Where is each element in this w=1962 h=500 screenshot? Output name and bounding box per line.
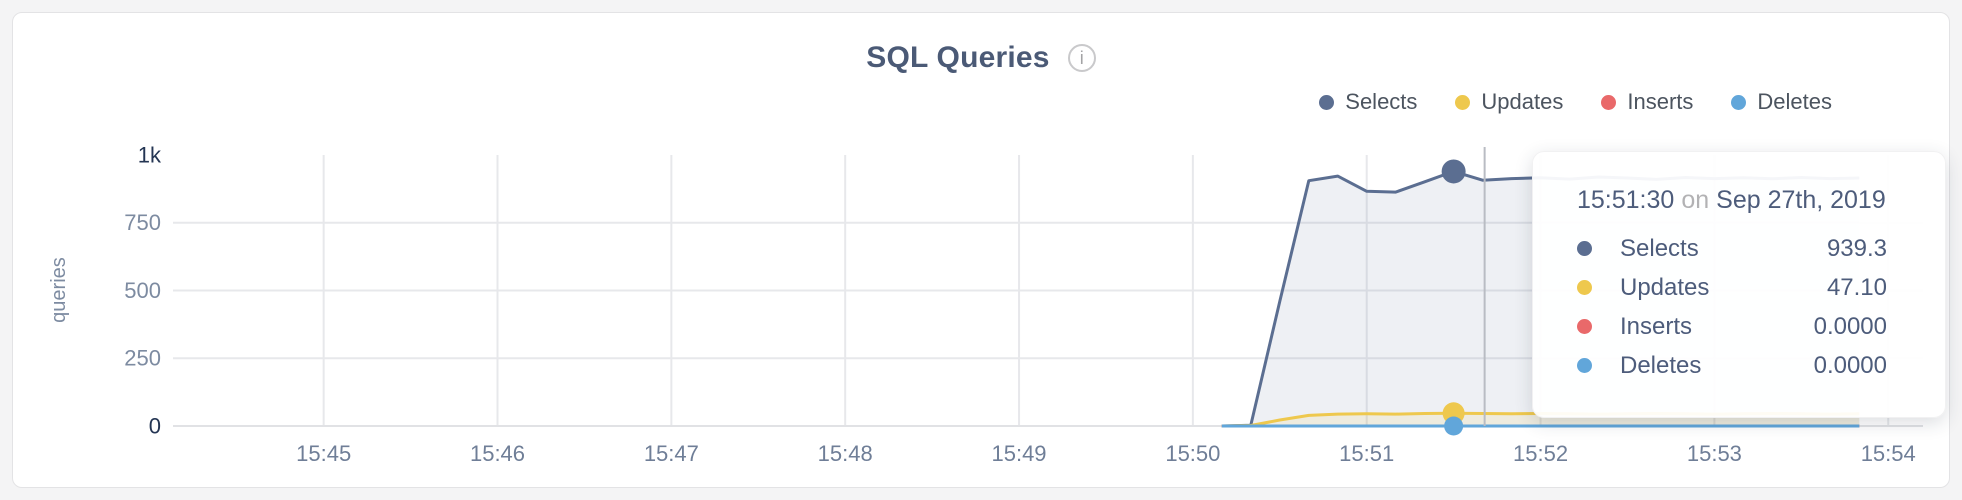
x-tick-label: 15:47	[644, 441, 699, 466]
tooltip-conjunction: on	[1681, 186, 1710, 214]
x-tick-label: 15:51	[1339, 441, 1394, 466]
tooltip-row-value: 0.0000	[1813, 312, 1887, 340]
x-tick-label: 15:45	[296, 441, 351, 466]
tooltip-row-deletes: Deletes 0.0000	[1577, 346, 1887, 385]
tooltip-row-label: Selects	[1620, 234, 1699, 262]
legend-label: Selects	[1345, 89, 1418, 114]
y-tick-label: 1k	[138, 142, 162, 167]
y-tick-label: 250	[124, 346, 161, 371]
x-tick-label: 15:46	[470, 441, 525, 466]
legend-label: Inserts	[1627, 89, 1694, 114]
legend-dot-icon	[1455, 94, 1471, 110]
tooltip-dot-icon	[1577, 280, 1592, 295]
legend-label: Deletes	[1757, 89, 1832, 114]
y-tick-label: 0	[149, 413, 161, 438]
tooltip-row-label: Inserts	[1620, 312, 1693, 340]
tooltip-time: 15:51:30	[1577, 186, 1675, 214]
tooltip-row-inserts: Inserts 0.0000	[1577, 307, 1887, 346]
x-tick-label: 15:53	[1687, 441, 1742, 466]
legend-item-deletes[interactable]: Deletes	[1731, 89, 1832, 115]
tooltip-row-value: 939.3	[1826, 234, 1887, 262]
legend-dot-icon	[1731, 94, 1747, 110]
tooltip-row-label: Deletes	[1620, 351, 1702, 379]
x-tick-label: 15:52	[1513, 441, 1568, 466]
legend-item-selects[interactable]: Selects	[1319, 89, 1417, 115]
tooltip-row-updates: Updates 47.10	[1577, 268, 1887, 307]
x-tick-label: 15:48	[818, 441, 873, 466]
legend-label: Updates	[1481, 89, 1564, 114]
tooltip-date: Sep 27th, 2019	[1716, 186, 1886, 214]
tooltip-dot-icon	[1577, 358, 1592, 373]
hover-marker-selects	[1441, 159, 1466, 184]
legend-dot-icon	[1601, 94, 1617, 110]
x-tick-label: 15:50	[1165, 441, 1220, 466]
hover-tooltip: 15:51:30 on Sep 27th, 2019 Selects 939.3 Upd…	[1532, 151, 1946, 418]
x-tick-label: 15:49	[991, 441, 1046, 466]
legend-item-inserts[interactable]: Inserts	[1601, 89, 1693, 115]
hover-marker-deletes	[1444, 416, 1464, 436]
legend-dot-icon	[1319, 94, 1335, 110]
y-tick-label: 500	[124, 278, 161, 303]
tooltip-dot-icon	[1577, 241, 1592, 256]
chart-card: SQL Queries i 1k 750 500 250 0 15:45 15:46 15:4…	[12, 12, 1950, 488]
y-tick-label: 750	[124, 210, 161, 235]
tooltip-dot-icon	[1577, 319, 1592, 334]
legend: Selects Updates Inserts Deletes	[1319, 89, 1832, 115]
chart-header: SQL Queries i	[13, 41, 1949, 75]
tooltip-row-selects: Selects 939.3	[1577, 229, 1887, 268]
tooltip-row-value: 0.0000	[1813, 351, 1887, 379]
tooltip-header: 15:51:30 on Sep 27th, 2019	[1577, 186, 1887, 215]
chart-title: SQL Queries	[866, 41, 1050, 74]
tooltip-row-label: Updates	[1620, 273, 1710, 301]
tooltip-rows: Selects 939.3 Updates 47.10 Inserts 0.0000 Del…	[1577, 229, 1887, 385]
x-tick-label: 15:54	[1861, 441, 1916, 466]
legend-item-updates[interactable]: Updates	[1455, 89, 1563, 115]
y-axis-unit-label: queries	[48, 257, 70, 323]
info-icon[interactable]: i	[1067, 44, 1096, 72]
tooltip-row-value: 47.10	[1826, 273, 1887, 301]
